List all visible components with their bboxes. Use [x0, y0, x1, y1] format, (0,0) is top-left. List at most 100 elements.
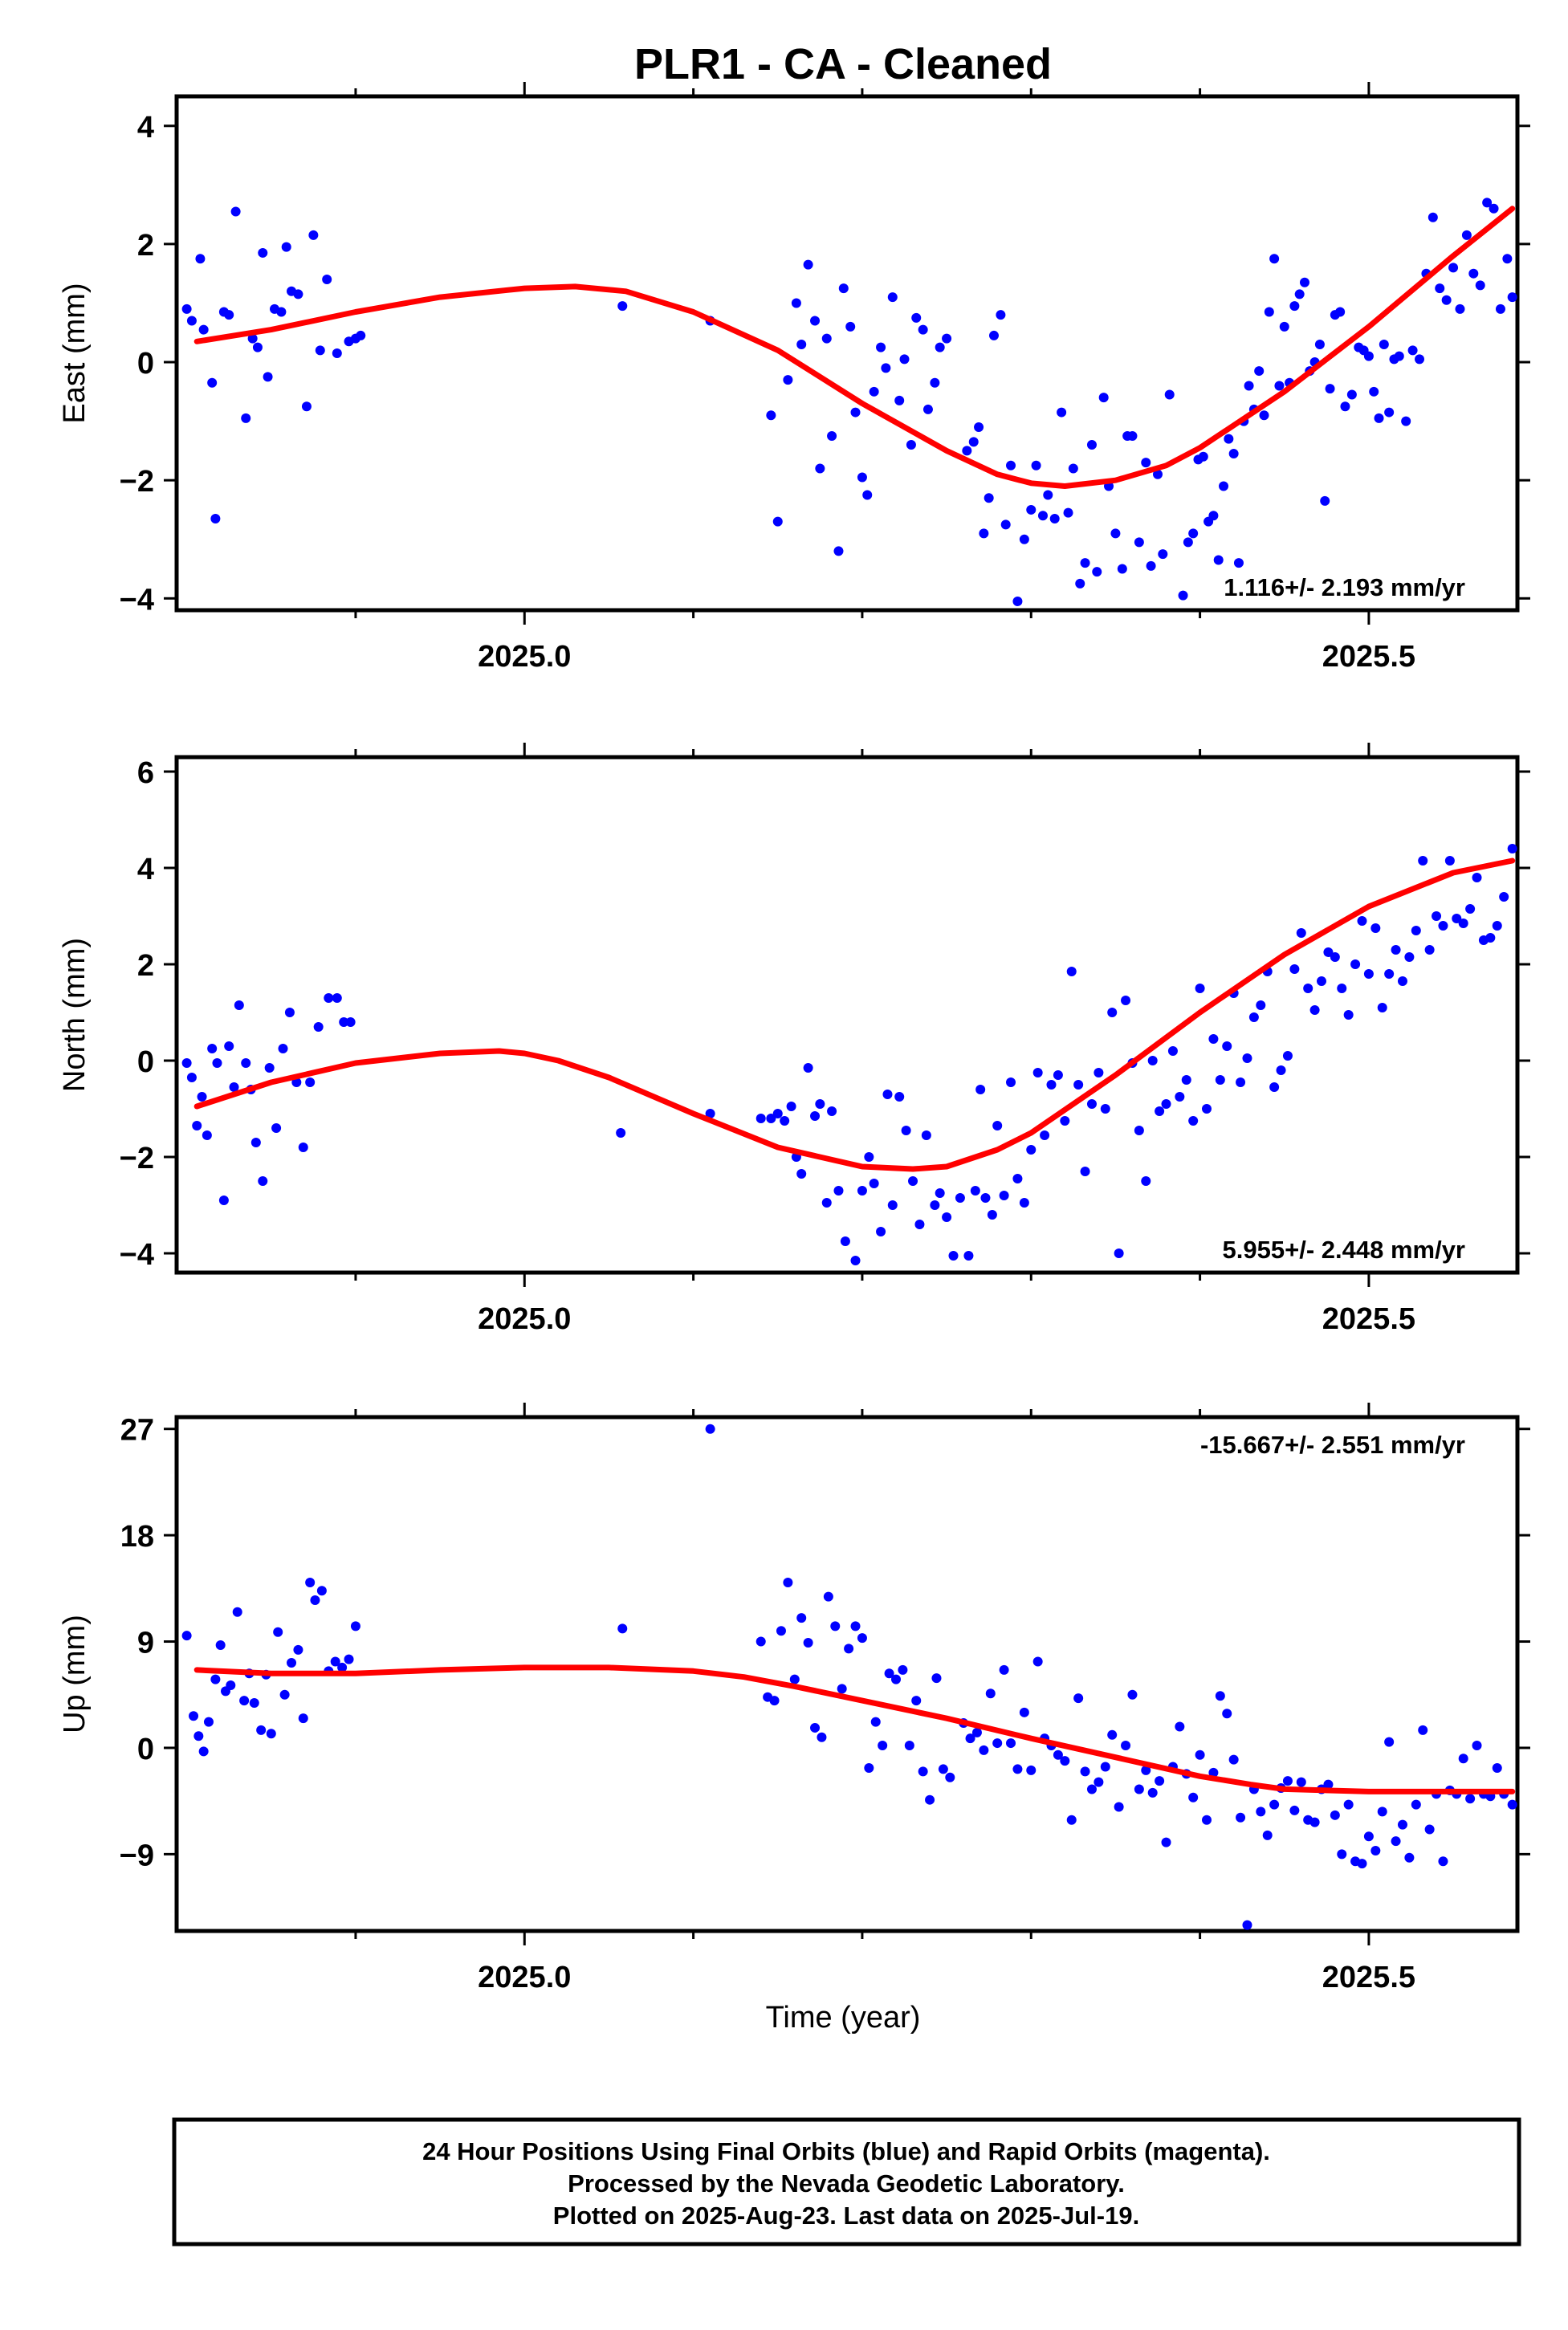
data-point: [1158, 549, 1168, 560]
rate-label: 5.955+/- 2.448 mm/yr: [1223, 1236, 1465, 1264]
data-point: [193, 1731, 204, 1741]
data-point: [945, 1772, 955, 1782]
data-point: [899, 354, 910, 365]
data-point: [1279, 321, 1289, 332]
caption-line-3: Plotted on 2025-Aug-23. Last data on 202…: [553, 2202, 1139, 2230]
data-point: [210, 1674, 221, 1684]
data-point: [1063, 507, 1073, 518]
data-point: [198, 324, 209, 335]
data-point: [212, 1058, 222, 1068]
data-point: [293, 1644, 303, 1655]
data-point: [1269, 1799, 1280, 1810]
data-point: [1330, 952, 1340, 962]
data-point: [332, 993, 342, 1003]
data-point: [301, 401, 312, 412]
data-point: [1475, 280, 1485, 291]
data-point: [1444, 856, 1455, 866]
data-point: [298, 1143, 308, 1152]
data-point: [1418, 856, 1428, 866]
data-point: [821, 333, 832, 344]
data-point: [344, 1654, 354, 1664]
data-point: [1415, 354, 1425, 365]
x-tick-label: 2025.5: [1322, 640, 1415, 674]
data-point: [1019, 1198, 1029, 1208]
data-point: [1121, 1741, 1131, 1751]
data-point: [215, 1640, 226, 1650]
data-point: [1370, 1845, 1381, 1855]
data-point: [189, 1711, 199, 1721]
data-point: [305, 1577, 316, 1587]
data-point: [278, 1044, 288, 1053]
data-point: [1175, 1092, 1185, 1102]
y-tick-label: −2: [120, 1142, 154, 1175]
data-point: [250, 1138, 261, 1147]
data-point: [1000, 519, 1011, 530]
data-point: [350, 1621, 360, 1631]
data-point: [1161, 1099, 1171, 1109]
x-tick-label: 2025.5: [1322, 1961, 1415, 1994]
data-point: [1289, 301, 1300, 312]
data-point: [1012, 1764, 1023, 1774]
data-point: [1219, 481, 1229, 491]
data-point: [232, 1607, 242, 1617]
data-point: [197, 1092, 207, 1102]
data-point: [783, 1577, 793, 1587]
data-point: [1340, 401, 1350, 412]
data-point: [207, 377, 218, 388]
data-point: [1031, 460, 1041, 470]
data-point: [1458, 919, 1468, 928]
y-tick-label: 0: [137, 1733, 154, 1766]
data-point: [1053, 1070, 1063, 1080]
data-point: [1259, 410, 1269, 421]
data-point: [1155, 1776, 1165, 1786]
data-point: [1073, 1693, 1084, 1704]
data-point: [249, 1698, 259, 1709]
data-point: [786, 1102, 796, 1111]
data-point: [287, 1658, 297, 1668]
east-panel: 4 2 0 −2 −4 2025.0 2025.5 East (mm) 1.116+/- 2.1…: [58, 82, 1530, 674]
data-point: [1499, 892, 1509, 902]
data-point: [1438, 1856, 1448, 1867]
data-point: [1256, 1807, 1266, 1817]
y-tick-label: 0: [137, 347, 154, 381]
data-point: [796, 1613, 807, 1623]
data-point: [1222, 1041, 1232, 1051]
data-point: [241, 413, 251, 423]
data-point: [1507, 1799, 1517, 1810]
data-point: [1141, 458, 1151, 468]
data-point: [984, 493, 994, 503]
y-tick-label: −4: [120, 1238, 154, 1272]
data-point: [1320, 495, 1330, 506]
y-axis-label: Up (mm): [58, 1615, 92, 1733]
data-point: [1424, 945, 1435, 955]
data-point: [1114, 1249, 1124, 1258]
y-tick-label: −9: [120, 1839, 154, 1872]
data-point: [313, 1022, 324, 1032]
x-axis-label: Time (year): [766, 2001, 921, 2035]
data-point: [1228, 1754, 1239, 1765]
data-point: [921, 1130, 931, 1140]
data-point: [1289, 1805, 1300, 1815]
caption-box: 24 Hour Positions Using Final Orbits (bl…: [172, 2117, 1521, 2246]
data-point: [1401, 416, 1411, 426]
data-point: [1215, 1691, 1225, 1701]
y-tick-label: 9: [137, 1627, 154, 1660]
data-point: [181, 1058, 192, 1068]
data-point: [247, 333, 258, 344]
data-point: [1222, 1709, 1232, 1719]
data-point: [876, 342, 886, 352]
data-point: [1397, 976, 1407, 986]
data-point: [1147, 1787, 1158, 1798]
data-point: [827, 430, 837, 441]
fit-curve: [193, 1664, 1516, 1794]
data-point: [898, 1664, 908, 1675]
data-point: [918, 1766, 928, 1777]
data-point: [857, 1186, 867, 1196]
data-point: [1060, 1756, 1070, 1766]
data-point: [1092, 567, 1102, 577]
data-point: [975, 1085, 986, 1094]
x-tick-label: 2025.5: [1322, 1302, 1415, 1336]
data-point: [850, 1256, 861, 1265]
data-point: [1213, 555, 1224, 565]
data-point: [850, 1621, 861, 1631]
